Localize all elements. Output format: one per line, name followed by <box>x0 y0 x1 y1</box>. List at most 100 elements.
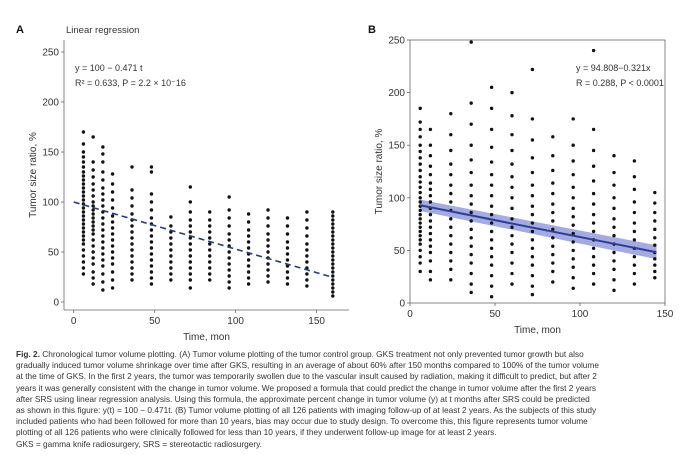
caption-line: Chronological tumor volume plotting. (A)… <box>42 349 584 359</box>
data-point <box>449 217 453 221</box>
data-point <box>469 236 473 240</box>
data-point <box>101 264 105 268</box>
data-point <box>188 260 193 264</box>
data-point <box>428 154 433 158</box>
data-point <box>110 238 115 242</box>
data-point <box>101 216 105 220</box>
data-point <box>489 172 494 177</box>
data-point <box>428 127 433 132</box>
data-point <box>571 185 575 189</box>
panel-a-title: Linear regression <box>66 25 139 36</box>
data-point <box>653 219 657 223</box>
data-point <box>612 217 616 221</box>
data-point <box>571 196 575 200</box>
data-point <box>81 254 86 258</box>
data-point <box>489 106 494 111</box>
data-point <box>266 232 270 236</box>
data-point <box>208 248 212 252</box>
data-point <box>489 85 494 90</box>
data-point <box>418 200 422 204</box>
data-point <box>101 192 105 196</box>
data-point <box>591 164 596 168</box>
data-point <box>246 246 251 250</box>
data-point <box>449 242 453 246</box>
data-point <box>91 232 95 236</box>
data-point <box>188 248 193 252</box>
data-point <box>653 257 657 261</box>
data-point <box>551 202 555 206</box>
data-point <box>130 188 134 192</box>
data-point <box>510 250 514 255</box>
data-point <box>91 200 95 204</box>
data-point <box>101 246 105 250</box>
data-point <box>331 222 335 226</box>
data-point <box>418 185 422 189</box>
data-point <box>208 278 212 282</box>
data-point <box>110 226 115 230</box>
data-point <box>449 132 453 137</box>
data-point <box>449 259 453 263</box>
data-point <box>653 201 657 205</box>
data-point <box>418 242 422 246</box>
x-axis-label: Time, mon <box>183 332 230 343</box>
data-point <box>428 187 433 192</box>
data-point <box>305 254 309 258</box>
data-point <box>449 162 453 166</box>
data-point <box>266 250 270 254</box>
data-point <box>469 143 473 147</box>
data-point <box>169 242 173 246</box>
data-point <box>101 160 105 164</box>
data-point <box>91 276 95 280</box>
data-point <box>149 165 154 169</box>
data-point <box>91 256 95 260</box>
data-point <box>653 190 657 195</box>
data-point <box>101 228 105 232</box>
data-point <box>305 272 309 276</box>
data-point <box>632 187 637 192</box>
data-point <box>188 224 193 228</box>
data-point <box>612 288 616 293</box>
data-point <box>489 273 494 278</box>
data-point <box>331 210 335 214</box>
data-point <box>149 192 154 196</box>
data-point <box>285 240 290 244</box>
data-point <box>510 261 514 265</box>
data-point <box>551 236 555 240</box>
data-point <box>551 219 555 223</box>
data-point <box>169 266 173 270</box>
data-point <box>331 274 335 278</box>
data-point <box>331 258 335 262</box>
data-point <box>91 282 95 286</box>
data-point <box>208 260 212 264</box>
y-tick-label: 150 <box>388 141 405 152</box>
caption-line: at the time of GKS. In the first 2 years… <box>16 371 597 382</box>
y-tick-label: 0 <box>53 298 59 309</box>
data-point <box>653 243 657 247</box>
data-point <box>227 232 231 236</box>
x-tick-label: 50 <box>149 316 161 327</box>
data-point <box>530 246 535 250</box>
data-point <box>227 224 231 228</box>
data-point <box>208 230 212 234</box>
data-point <box>489 246 494 250</box>
data-point <box>510 185 514 189</box>
data-point <box>551 210 555 215</box>
regression-line <box>73 201 334 279</box>
data-point <box>418 168 422 173</box>
data-point <box>449 225 453 229</box>
data-point <box>246 282 251 286</box>
data-point <box>266 216 270 220</box>
data-point <box>449 172 453 177</box>
data-point <box>449 278 453 282</box>
data-point <box>101 272 105 276</box>
data-point <box>130 196 134 200</box>
data-point <box>101 186 105 190</box>
data-point <box>418 127 422 132</box>
caption-line: after SRS using linear regression analys… <box>16 393 590 404</box>
data-point <box>418 162 422 166</box>
panel-a-plot: 0 50 100 150 200 250 0 50 100 150 Time, mon Tumor s… <box>28 40 349 343</box>
data-point <box>428 164 433 168</box>
data-point <box>418 196 422 200</box>
data-point <box>571 223 575 227</box>
data-point <box>571 276 575 280</box>
